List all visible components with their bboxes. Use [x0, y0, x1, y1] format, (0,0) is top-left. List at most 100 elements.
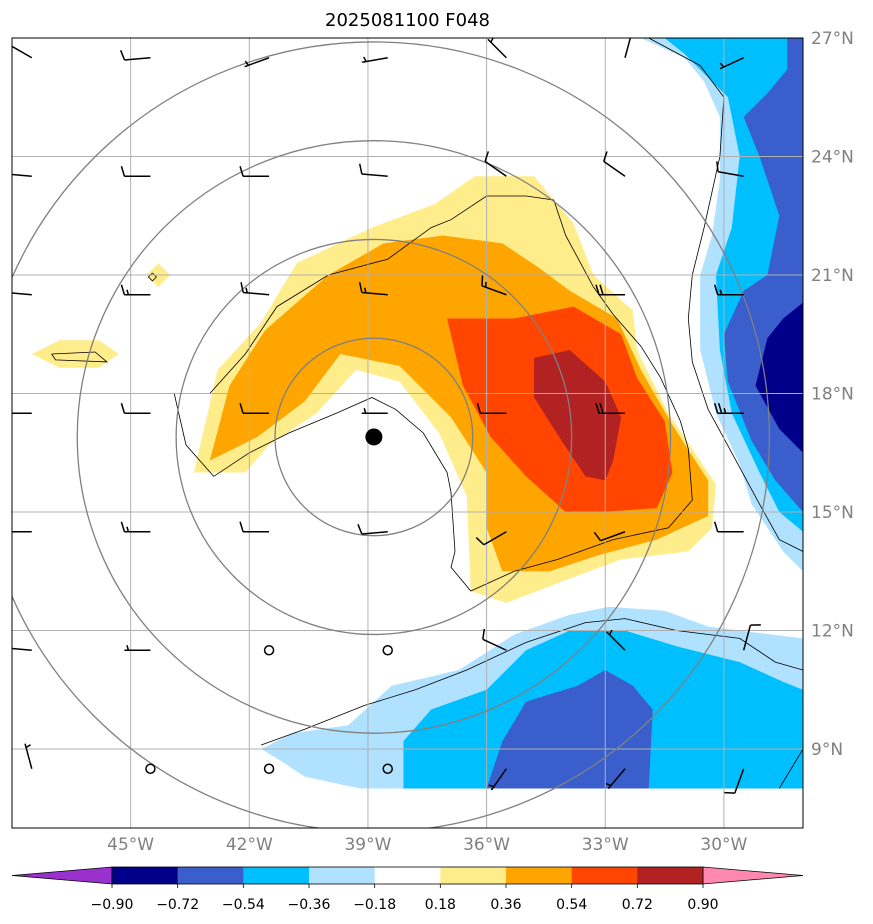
colorbar-segment [374, 867, 441, 884]
barb-shaft [719, 57, 744, 70]
barb-shaft [12, 647, 32, 651]
barb-shaft [481, 285, 507, 296]
barb-full [3, 522, 6, 532]
colorbar-tick-label: 0.18 [425, 897, 456, 913]
lon-tick-label: 33°W [582, 835, 629, 855]
wind-barb [12, 647, 32, 651]
wind-barb [361, 408, 388, 414]
wind-barb [120, 284, 151, 296]
barb-full [481, 275, 484, 286]
barb-shaft [482, 638, 507, 651]
wind-barb [3, 403, 32, 414]
barb-full [599, 403, 604, 414]
barb-full [239, 166, 244, 177]
wind-barb [482, 628, 507, 651]
wind-barb [595, 284, 626, 296]
barb-full [119, 50, 126, 61]
barb-half [25, 744, 31, 749]
colorbar-tick-label: −0.36 [288, 897, 331, 913]
barb-shaft [484, 160, 507, 177]
barb-full [595, 284, 600, 295]
wind-barb [713, 403, 744, 414]
barb-shaft [12, 45, 33, 59]
barb-shaft [12, 292, 32, 296]
lat-tick-label: 12°N [811, 622, 854, 642]
colorbar-tick-label: 0.72 [622, 897, 653, 913]
barb-full [358, 163, 363, 175]
barb-full [713, 403, 719, 414]
lat-tick-label: 18°N [811, 385, 854, 405]
colorbar-frame [111, 866, 704, 885]
lon-tick-label: 39°W [344, 835, 391, 855]
wind-barb [263, 645, 275, 656]
barb-half [608, 629, 613, 636]
barb-full [475, 537, 485, 546]
wind-barb [716, 161, 744, 177]
barb-shaft [361, 173, 388, 177]
colorbar-extend-max [702, 866, 804, 885]
barb-full [713, 284, 719, 295]
wind-barb [624, 38, 632, 58]
wind-barb [719, 57, 744, 70]
barb-half [364, 287, 367, 293]
barb-half [126, 645, 130, 651]
barb-full [482, 628, 486, 640]
barb-shaft [124, 57, 151, 61]
wind-barb [12, 45, 33, 59]
barb-full [120, 166, 126, 177]
colorbar-tick-label: −0.54 [222, 897, 265, 913]
barb-shaft [734, 768, 745, 794]
barb-half [719, 289, 723, 295]
wind-barb [606, 629, 626, 651]
lat-tick-label: 27°N [811, 29, 854, 49]
calm-circle [263, 645, 275, 656]
wind-barb [119, 50, 151, 61]
lon-tick-labels: 45°W 42°W 39°W 36°W 33°W 30°W [107, 835, 747, 855]
wind-barb [742, 624, 761, 651]
lat-tick-label: 24°N [811, 148, 854, 168]
range-ring [274, 337, 474, 537]
barb-full [358, 282, 363, 293]
colorbar-segment [571, 867, 638, 884]
barb-shaft [624, 38, 632, 58]
barb-shaft [24, 743, 33, 769]
barb-shaft [483, 531, 507, 546]
barb-half [363, 408, 367, 414]
barb-shaft [487, 38, 507, 59]
colorbar-extend-min [11, 866, 113, 885]
barb-shaft [607, 768, 626, 790]
barb-full [484, 151, 490, 162]
barb-full [120, 403, 126, 414]
barb-half [245, 287, 248, 293]
range-ring [175, 238, 573, 636]
barb-full [3, 403, 6, 413]
wind-barb [263, 763, 275, 774]
barb-half [126, 289, 130, 295]
barb-full [4, 164, 6, 174]
wind-barb [239, 521, 270, 533]
wind-barb [244, 57, 270, 68]
wind-barb [3, 522, 32, 533]
barb-full [599, 284, 604, 295]
wind-barb [239, 403, 270, 414]
grid-lines [12, 38, 803, 828]
barb-shaft [244, 57, 270, 68]
plot-frame [11, 37, 804, 829]
lat-tick-label: 9°N [811, 740, 843, 760]
wind-barb [357, 524, 388, 535]
lon-tick-label: 36°W [463, 835, 510, 855]
barb-half [244, 60, 250, 66]
calm-circle [382, 763, 393, 774]
storm-center-dot [365, 428, 383, 446]
lat-tick-labels: 9°N 12°N 15°N 18°N 21°N 24°N 27°N [811, 29, 854, 760]
barb-half [488, 784, 494, 788]
colorbar-tick-label: −0.90 [91, 897, 134, 913]
barb-shaft [742, 624, 752, 651]
colorbar-tick-label: −0.18 [353, 897, 396, 913]
wind-barb [488, 768, 507, 791]
contour-line [778, 748, 803, 789]
barb-shaft [12, 173, 32, 177]
wind-barb [382, 763, 393, 774]
colorbar-segment [243, 867, 310, 884]
barb-full [239, 403, 244, 414]
